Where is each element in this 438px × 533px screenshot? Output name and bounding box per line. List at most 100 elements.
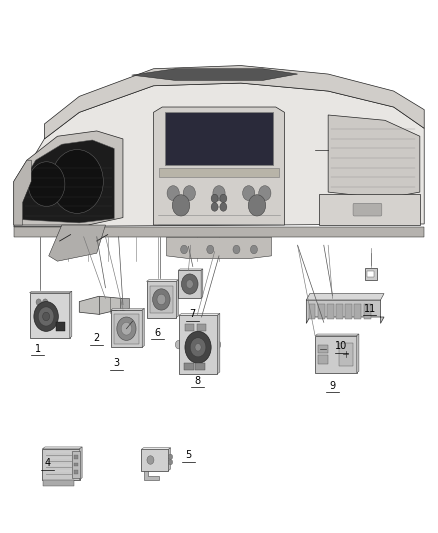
Polygon shape: [153, 107, 285, 225]
Text: 2: 2: [94, 333, 100, 343]
FancyBboxPatch shape: [185, 324, 194, 332]
Text: 4: 4: [45, 458, 51, 468]
Circle shape: [251, 245, 258, 254]
FancyBboxPatch shape: [364, 304, 371, 319]
Polygon shape: [168, 448, 170, 471]
Circle shape: [180, 245, 187, 254]
Circle shape: [175, 341, 182, 349]
FancyBboxPatch shape: [72, 451, 80, 478]
Polygon shape: [132, 69, 297, 80]
FancyBboxPatch shape: [318, 304, 325, 319]
FancyBboxPatch shape: [114, 314, 139, 344]
Circle shape: [220, 194, 227, 203]
Text: 5: 5: [185, 450, 191, 460]
Polygon shape: [328, 115, 420, 198]
Circle shape: [42, 299, 48, 305]
Bar: [74, 455, 78, 459]
Circle shape: [152, 289, 170, 310]
Circle shape: [36, 299, 41, 305]
Polygon shape: [44, 66, 424, 139]
Polygon shape: [147, 280, 178, 281]
Circle shape: [211, 194, 218, 203]
Circle shape: [186, 280, 193, 288]
Bar: [74, 463, 78, 466]
FancyBboxPatch shape: [159, 167, 279, 177]
FancyBboxPatch shape: [327, 304, 334, 319]
Polygon shape: [176, 280, 178, 318]
Polygon shape: [111, 309, 145, 310]
FancyBboxPatch shape: [42, 449, 80, 480]
Polygon shape: [80, 447, 82, 480]
Polygon shape: [14, 160, 31, 225]
Circle shape: [42, 312, 49, 321]
Circle shape: [214, 341, 221, 349]
Circle shape: [28, 162, 65, 206]
Polygon shape: [14, 83, 424, 227]
FancyBboxPatch shape: [367, 271, 374, 277]
Circle shape: [121, 322, 132, 335]
Polygon shape: [315, 334, 359, 336]
Text: 8: 8: [194, 376, 200, 386]
Circle shape: [147, 456, 154, 464]
FancyBboxPatch shape: [197, 324, 206, 332]
Polygon shape: [144, 471, 159, 480]
FancyBboxPatch shape: [178, 270, 201, 298]
Circle shape: [259, 185, 271, 200]
Circle shape: [190, 338, 206, 357]
Polygon shape: [42, 480, 74, 486]
FancyBboxPatch shape: [195, 363, 205, 370]
FancyBboxPatch shape: [315, 336, 357, 373]
FancyBboxPatch shape: [318, 356, 328, 364]
Polygon shape: [42, 447, 82, 449]
Text: 10: 10: [335, 341, 347, 351]
Circle shape: [168, 459, 173, 465]
Polygon shape: [70, 291, 72, 338]
FancyBboxPatch shape: [339, 343, 353, 366]
Circle shape: [51, 150, 103, 213]
Polygon shape: [29, 291, 72, 293]
Polygon shape: [14, 227, 424, 237]
Circle shape: [168, 454, 173, 459]
FancyBboxPatch shape: [318, 345, 328, 353]
Circle shape: [248, 195, 266, 216]
Polygon shape: [142, 309, 145, 348]
Polygon shape: [179, 313, 220, 316]
Polygon shape: [201, 269, 203, 298]
FancyBboxPatch shape: [141, 449, 168, 471]
FancyBboxPatch shape: [353, 203, 382, 216]
FancyBboxPatch shape: [184, 363, 194, 370]
Text: 11: 11: [364, 304, 376, 314]
Polygon shape: [306, 300, 384, 324]
FancyBboxPatch shape: [179, 316, 217, 374]
Circle shape: [195, 344, 201, 351]
Circle shape: [213, 185, 225, 200]
FancyBboxPatch shape: [111, 310, 142, 348]
Circle shape: [38, 307, 54, 326]
Polygon shape: [49, 225, 106, 261]
FancyBboxPatch shape: [319, 194, 420, 225]
Circle shape: [243, 185, 255, 200]
FancyBboxPatch shape: [147, 281, 176, 318]
Circle shape: [233, 245, 240, 254]
Circle shape: [207, 245, 214, 254]
Polygon shape: [217, 313, 220, 374]
FancyBboxPatch shape: [336, 304, 343, 319]
Text: 1: 1: [35, 344, 41, 354]
FancyBboxPatch shape: [308, 304, 315, 319]
Circle shape: [157, 294, 166, 305]
Text: 6: 6: [155, 328, 161, 338]
Circle shape: [167, 185, 179, 200]
Polygon shape: [79, 296, 122, 314]
Polygon shape: [357, 334, 359, 373]
Polygon shape: [166, 237, 272, 259]
FancyBboxPatch shape: [345, 304, 352, 319]
Circle shape: [185, 332, 211, 364]
Polygon shape: [306, 294, 384, 300]
Polygon shape: [14, 131, 123, 225]
Polygon shape: [178, 269, 203, 270]
FancyBboxPatch shape: [56, 322, 65, 332]
FancyBboxPatch shape: [150, 286, 173, 313]
FancyBboxPatch shape: [165, 112, 273, 165]
FancyBboxPatch shape: [354, 304, 361, 319]
Circle shape: [220, 203, 227, 211]
